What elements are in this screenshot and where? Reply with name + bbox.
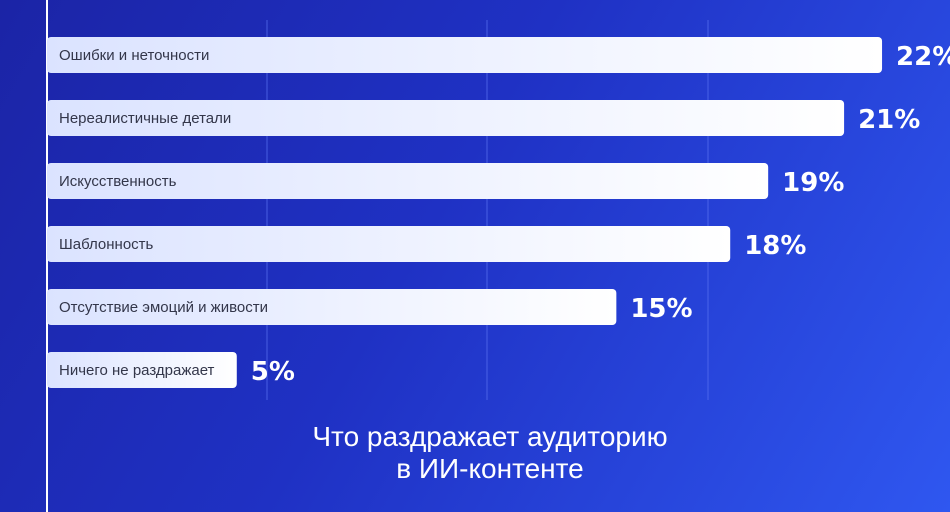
- bar-row: Отсутствие эмоций и живости 15%: [47, 289, 693, 325]
- bar: [47, 163, 769, 199]
- chart-title-line-1: Что раздражает аудиторию: [312, 421, 667, 452]
- bar-category-label: Ошибки и неточности: [59, 47, 209, 64]
- bar-category-label: Нереалистичные детали: [59, 110, 231, 127]
- bar-row: Шаблонность 18%: [47, 226, 806, 262]
- bar: [47, 37, 883, 73]
- bar-value-label: 5%: [251, 357, 295, 387]
- bar-row: Ошибки и неточности 22%: [47, 37, 950, 73]
- bar-category-label: Ничего не раздражает: [59, 362, 215, 379]
- bar-category-label: Искусственность: [59, 173, 177, 190]
- bars: Ошибки и неточности 22% Нереалистичные дет…: [47, 37, 950, 388]
- bar-row: Нереалистичные детали 21%: [47, 100, 920, 136]
- bar-value-label: 18%: [744, 231, 806, 261]
- chart-title-group: Что раздражает аудиторию в ИИ-контенте: [312, 421, 667, 484]
- bar-value-label: 22%: [896, 42, 950, 72]
- chart-title-line-2: в ИИ-контенте: [396, 453, 583, 484]
- bar-value-label: 21%: [858, 105, 920, 135]
- bar-category-label: Отсутствие эмоций и живости: [59, 299, 268, 316]
- bar: [47, 352, 237, 388]
- bar-category-label: Шаблонность: [59, 236, 154, 253]
- bar: [47, 226, 731, 262]
- bar-row: Искусственность 19%: [47, 163, 844, 199]
- bar-value-label: 15%: [630, 294, 692, 324]
- bar: [47, 100, 845, 136]
- bar: [47, 289, 617, 325]
- bar-value-label: 19%: [782, 168, 844, 198]
- bar-row: Ничего не раздражает 5%: [47, 352, 295, 388]
- gridlines: [266, 20, 709, 400]
